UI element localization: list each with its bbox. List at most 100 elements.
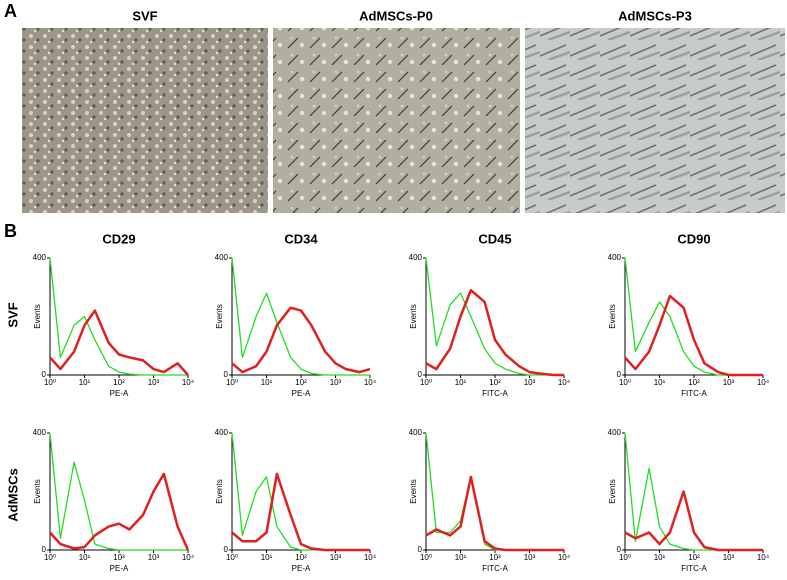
micrograph: [22, 28, 268, 213]
histogram-line: [49, 432, 188, 551]
y-axis-label: Events: [215, 304, 224, 328]
chart-title: CD29: [102, 231, 135, 246]
x-tick-label: 10⁰: [226, 378, 238, 387]
x-tick-label: 10⁴: [558, 553, 571, 562]
x-tick-label: 10⁴: [558, 378, 571, 387]
y-tick-label: 0: [418, 370, 423, 379]
x-tick-label: 10⁴: [757, 378, 770, 387]
y-tick-label: 400: [409, 253, 423, 262]
x-axis-label: PE-A: [292, 389, 311, 398]
y-tick-label: 0: [224, 370, 229, 379]
histogram-line: [231, 432, 370, 551]
chart-title: CD45: [478, 231, 511, 246]
x-tick-label: 10¹: [455, 378, 467, 387]
x-tick-label: 10³: [524, 553, 536, 562]
chart-title: CD34: [284, 231, 318, 246]
y-axis-label: Events: [215, 479, 224, 503]
x-tick-label: 10¹: [79, 553, 91, 562]
row-label: SVF: [5, 302, 20, 327]
x-tick-label: 10²: [688, 553, 700, 562]
x-tick-label: 10²: [113, 378, 125, 387]
y-tick-label: 0: [418, 545, 423, 554]
x-tick-label: 10⁰: [619, 378, 631, 387]
y-tick-label: 0: [617, 545, 622, 554]
y-tick-label: 400: [215, 428, 229, 437]
micrograph: [525, 28, 785, 213]
x-axis-label: PE-A: [110, 389, 129, 398]
x-axis-label: PE-A: [292, 564, 311, 573]
x-tick-label: 10⁰: [44, 378, 56, 387]
x-axis-label: FITC-A: [681, 564, 707, 573]
x-axis-label: PE-A: [110, 564, 129, 573]
x-tick-label: 10²: [295, 378, 307, 387]
x-tick-label: 10³: [148, 553, 160, 562]
x-tick-label: 10²: [113, 553, 125, 562]
x-tick-label: 10²: [295, 553, 307, 562]
x-tick-label: 10¹: [455, 553, 467, 562]
image-title: AdMSCs-P3: [618, 8, 692, 23]
x-tick-label: 10⁰: [226, 553, 238, 562]
histogram-line: [425, 432, 564, 551]
x-axis-label: FITC-A: [482, 564, 508, 573]
x-tick-label: 10⁰: [44, 553, 56, 562]
x-tick-label: 10¹: [261, 378, 273, 387]
x-tick-label: 10³: [524, 378, 536, 387]
histogram-line: [231, 472, 370, 552]
row-label: AdMSCs: [5, 468, 20, 521]
panel-label: B: [4, 221, 17, 241]
x-tick-label: 10⁰: [619, 553, 631, 562]
x-tick-label: 10⁴: [364, 553, 377, 562]
chart-title: CD90: [677, 231, 710, 246]
x-axis-label: FITC-A: [681, 389, 707, 398]
y-axis-label: Events: [33, 304, 42, 328]
image-title: AdMSCs-P0: [359, 8, 433, 23]
histogram-line: [425, 288, 564, 377]
y-axis-label: Events: [409, 479, 418, 503]
y-tick-label: 400: [33, 428, 47, 437]
histogram-line: [425, 475, 564, 552]
histogram-line: [231, 257, 370, 376]
histogram-line: [49, 472, 190, 551]
x-tick-label: 10³: [330, 553, 342, 562]
x-tick-label: 10³: [330, 378, 342, 387]
panel-label: A: [4, 1, 17, 21]
x-tick-label: 10⁰: [420, 378, 432, 387]
x-tick-label: 10⁴: [182, 553, 195, 562]
y-tick-label: 400: [608, 253, 622, 262]
y-axis-label: Events: [409, 304, 418, 328]
y-tick-label: 400: [215, 253, 229, 262]
x-tick-label: 10¹: [654, 378, 666, 387]
histogram-line: [425, 257, 564, 376]
x-tick-label: 10⁴: [364, 378, 377, 387]
x-tick-label: 10²: [489, 378, 501, 387]
micrograph: [273, 28, 520, 213]
x-tick-label: 10²: [688, 378, 700, 387]
x-tick-label: 10²: [489, 553, 501, 562]
y-tick-label: 0: [617, 370, 622, 379]
y-tick-label: 400: [409, 428, 423, 437]
x-tick-label: 10¹: [79, 378, 91, 387]
x-tick-label: 10¹: [654, 553, 666, 562]
x-tick-label: 10⁰: [420, 553, 432, 562]
y-axis-label: Events: [608, 304, 617, 328]
x-tick-label: 10¹: [261, 553, 273, 562]
y-tick-label: 0: [42, 545, 47, 554]
histogram-line: [624, 294, 763, 377]
histogram-line: [624, 490, 763, 552]
histogram-line: [49, 257, 188, 376]
y-axis-label: Events: [33, 479, 42, 503]
x-tick-label: 10³: [148, 378, 160, 387]
y-tick-label: 0: [224, 545, 229, 554]
y-tick-label: 400: [33, 253, 47, 262]
y-tick-label: 0: [42, 370, 47, 379]
x-tick-label: 10⁴: [182, 378, 195, 387]
x-axis-label: FITC-A: [482, 389, 508, 398]
image-title: SVF: [132, 8, 157, 23]
y-axis-label: Events: [608, 479, 617, 503]
y-tick-label: 400: [608, 428, 622, 437]
x-tick-label: 10⁴: [757, 553, 770, 562]
x-tick-label: 10³: [723, 553, 735, 562]
histogram-line: [49, 309, 189, 376]
histogram-line: [231, 306, 371, 374]
